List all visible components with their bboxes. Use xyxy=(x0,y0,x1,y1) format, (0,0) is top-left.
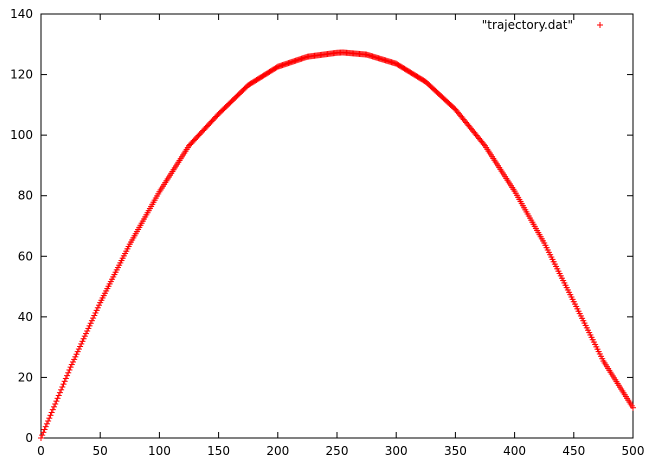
legend-marker-symbol xyxy=(597,22,603,28)
x-tick-label: 500 xyxy=(622,444,645,458)
data-point xyxy=(62,375,69,382)
y-tick-label: 100 xyxy=(10,128,33,142)
data-point xyxy=(66,366,73,373)
data-point xyxy=(48,409,55,416)
data-point xyxy=(86,322,93,329)
data-point xyxy=(61,378,68,385)
x-tick-label: 50 xyxy=(93,444,108,458)
data-point xyxy=(39,432,46,439)
data-series xyxy=(38,49,636,441)
data-point xyxy=(94,304,101,311)
data-point xyxy=(78,340,85,347)
data-point xyxy=(630,404,636,411)
data-point xyxy=(43,420,50,427)
data-point xyxy=(81,333,88,340)
data-point xyxy=(75,346,82,353)
data-point xyxy=(84,328,91,335)
plot-frame xyxy=(40,13,634,439)
data-point xyxy=(90,315,97,322)
legend: "trajectory.dat" xyxy=(482,18,603,32)
data-point xyxy=(85,325,92,332)
data-point xyxy=(51,403,58,410)
data-point xyxy=(46,415,53,422)
data-point xyxy=(74,348,81,355)
x-tick-label: 250 xyxy=(326,444,349,458)
data-point xyxy=(73,351,80,358)
data-point xyxy=(68,361,75,368)
data-point xyxy=(93,307,100,314)
y-tick-label: 20 xyxy=(18,370,33,384)
data-point xyxy=(45,417,52,424)
data-point xyxy=(41,426,48,433)
data-point xyxy=(69,358,76,365)
y-tick-label: 120 xyxy=(10,68,33,82)
x-tick-label: 0 xyxy=(37,444,45,458)
data-point xyxy=(59,383,66,390)
data-point xyxy=(56,389,63,396)
data-point xyxy=(49,406,56,413)
y-tick-label: 60 xyxy=(18,249,33,263)
data-point xyxy=(55,392,62,399)
data-point xyxy=(79,338,86,345)
data-point xyxy=(65,369,72,376)
data-point xyxy=(80,335,87,342)
legend-label: "trajectory.dat" xyxy=(482,18,573,32)
data-point xyxy=(71,356,78,363)
data-point xyxy=(42,423,49,430)
x-tick-label: 400 xyxy=(503,444,526,458)
axis-tick-labels: 0 50 100 150 200 250 300 350 400 450 500 0 20 40 60 80 1… xyxy=(10,7,644,458)
x-tick-label: 350 xyxy=(444,444,467,458)
data-point xyxy=(52,400,59,407)
data-point xyxy=(87,320,94,327)
data-point xyxy=(92,309,99,316)
data-point xyxy=(47,412,54,419)
x-tick-label: 450 xyxy=(562,444,585,458)
data-point xyxy=(77,343,84,350)
y-tick-label: 80 xyxy=(18,189,33,203)
x-tick-label: 300 xyxy=(385,444,408,458)
data-point xyxy=(64,372,71,379)
data-point xyxy=(40,429,47,436)
axis-ticks xyxy=(40,13,634,439)
data-point xyxy=(67,364,74,371)
data-point xyxy=(53,398,60,405)
data-point xyxy=(72,353,79,360)
data-point xyxy=(91,312,98,319)
data-point xyxy=(88,317,95,324)
data-point xyxy=(60,381,67,388)
y-tick-label: 140 xyxy=(10,7,33,21)
data-point xyxy=(58,386,65,393)
x-tick-label: 200 xyxy=(266,444,289,458)
y-tick-label: 40 xyxy=(18,310,33,324)
legend-marker xyxy=(597,22,603,28)
y-tick-label: 0 xyxy=(25,431,33,445)
data-point xyxy=(54,395,61,402)
x-tick-label: 150 xyxy=(207,444,230,458)
data-point xyxy=(38,435,44,441)
data-point xyxy=(96,302,103,309)
data-point xyxy=(480,141,487,148)
x-tick-label: 100 xyxy=(148,444,171,458)
data-point xyxy=(82,330,89,337)
